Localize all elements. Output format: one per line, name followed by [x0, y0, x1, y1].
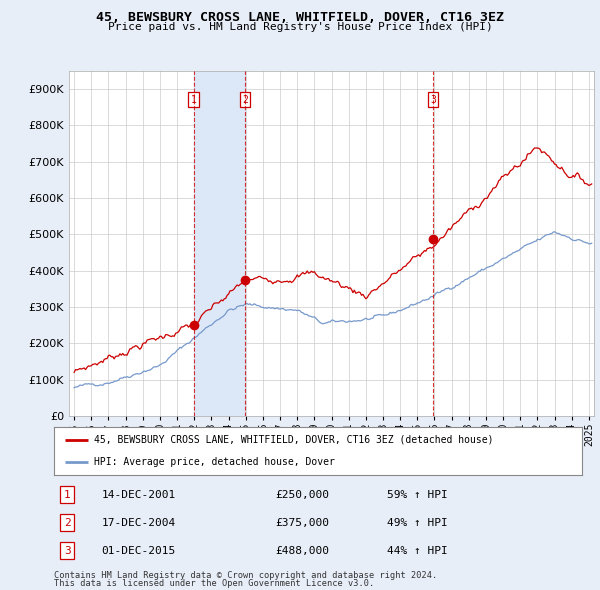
Text: 1: 1 [64, 490, 71, 500]
Text: £375,000: £375,000 [276, 518, 330, 527]
Text: 14-DEC-2001: 14-DEC-2001 [101, 490, 176, 500]
Text: 2: 2 [64, 518, 71, 527]
Text: 45, BEWSBURY CROSS LANE, WHITFIELD, DOVER, CT16 3EZ (detached house): 45, BEWSBURY CROSS LANE, WHITFIELD, DOVE… [94, 435, 493, 445]
Text: 45, BEWSBURY CROSS LANE, WHITFIELD, DOVER, CT16 3EZ: 45, BEWSBURY CROSS LANE, WHITFIELD, DOVE… [96, 11, 504, 24]
Text: 17-DEC-2004: 17-DEC-2004 [101, 518, 176, 527]
Text: £250,000: £250,000 [276, 490, 330, 500]
Text: 49% ↑ HPI: 49% ↑ HPI [386, 518, 448, 527]
Text: 3: 3 [430, 95, 436, 105]
Text: 44% ↑ HPI: 44% ↑ HPI [386, 546, 448, 556]
Text: 01-DEC-2015: 01-DEC-2015 [101, 546, 176, 556]
Text: HPI: Average price, detached house, Dover: HPI: Average price, detached house, Dove… [94, 457, 334, 467]
Bar [194, 71, 245, 416]
Text: 59% ↑ HPI: 59% ↑ HPI [386, 490, 448, 500]
Text: 1: 1 [191, 95, 196, 105]
Text: Contains HM Land Registry data © Crown copyright and database right 2024.: Contains HM Land Registry data © Crown c… [54, 571, 437, 579]
Text: 2: 2 [242, 95, 248, 105]
Text: 3: 3 [64, 546, 71, 556]
Text: £488,000: £488,000 [276, 546, 330, 556]
Text: This data is licensed under the Open Government Licence v3.0.: This data is licensed under the Open Gov… [54, 579, 374, 588]
Text: Price paid vs. HM Land Registry's House Price Index (HPI): Price paid vs. HM Land Registry's House … [107, 22, 493, 32]
